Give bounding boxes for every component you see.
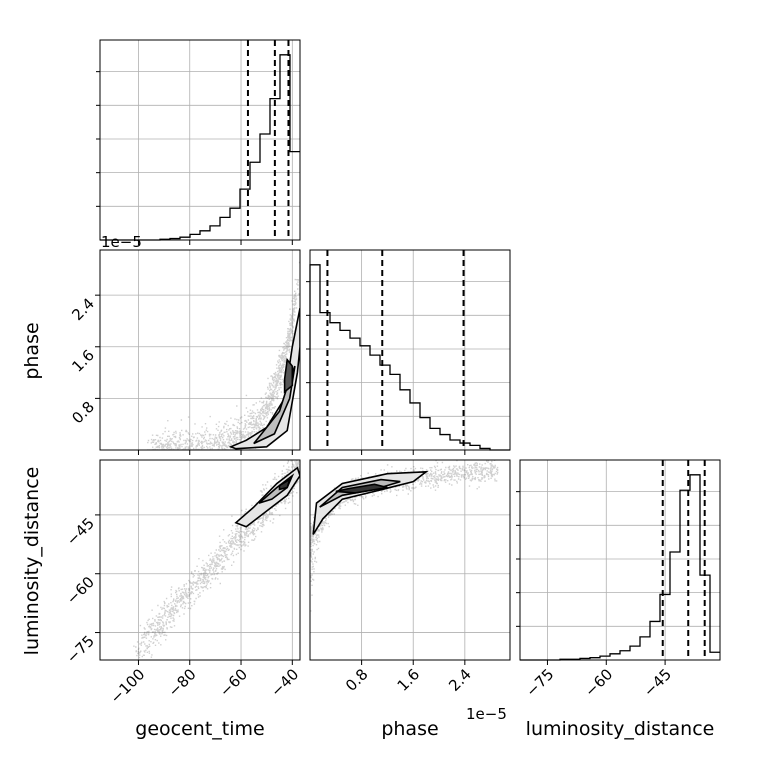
x-tick-label-phase: 2.4: [445, 665, 475, 695]
panel-border: [309, 459, 511, 661]
y-tick-label-phase: 2.4: [68, 294, 98, 324]
sample-points: [147, 261, 300, 450]
y-tick-label-luminosity-distance: −60: [63, 573, 98, 608]
sample-point: [147, 261, 300, 450]
panel-background: [310, 250, 510, 450]
x-tick-label-luminosity-distance: −45: [640, 665, 675, 700]
y-tick-label-phase: 0.8: [68, 398, 98, 428]
x-tick-label-geocent-time: −100: [107, 665, 149, 707]
x-axis-label-phase: phase: [381, 718, 438, 740]
panel-background: [100, 250, 300, 450]
density-contour-3: [278, 477, 292, 491]
phase-x-offset-label: 1e−5: [466, 705, 507, 723]
hist-luminosity-distance-step: [520, 474, 720, 661]
y-tick-label-luminosity-distance: −75: [63, 632, 98, 667]
panel-border: [519, 459, 721, 661]
x-tick-label-geocent-time: −40: [267, 665, 302, 700]
samples-layer: [310, 460, 499, 612]
x-axis-label-luminosity-distance: luminosity_distance: [526, 718, 715, 740]
phase-y-offset-label: 1e−5: [101, 233, 142, 251]
density-contour-3: [283, 357, 294, 394]
panel-border: [99, 459, 301, 661]
scatter-distance-vs-geocent-time-panel: [99, 459, 301, 661]
x-tick-label-luminosity-distance: −60: [581, 665, 616, 700]
x-axis-label-geocent-time: geocent_time: [135, 718, 264, 740]
panel-background: [100, 40, 300, 240]
y-tick-label-luminosity-distance: −45: [63, 514, 98, 549]
samples-layer: [133, 460, 300, 659]
panel-border: [99, 249, 301, 451]
x-tick-label-luminosity-distance: −75: [522, 665, 557, 700]
hist-phase-panel: [306, 249, 511, 451]
x-tick-label-phase: 1.6: [394, 665, 424, 695]
hist-geocent-time-panel: [96, 39, 301, 241]
x-tick-label-geocent-time: −80: [165, 665, 200, 700]
density-contour-3: [335, 483, 388, 494]
panel-border: [309, 249, 511, 451]
y-axis-label-luminosity-distance: luminosity_distance: [21, 467, 43, 656]
scatter-phase-vs-geocent-time-panel: [99, 249, 301, 451]
scatter-distance-vs-phase-panel: [309, 459, 511, 661]
hist-luminosity-distance-panel: [516, 459, 721, 661]
x-tick-label-phase: 0.8: [342, 665, 372, 695]
panel-border: [99, 39, 301, 241]
hist-phase-step: [309, 264, 510, 451]
y-axis-label-phase: phase: [21, 322, 43, 379]
y-tick-label-phase: 1.6: [68, 346, 98, 376]
samples-layer: [147, 261, 300, 450]
x-tick-label-geocent-time: −60: [216, 665, 251, 700]
